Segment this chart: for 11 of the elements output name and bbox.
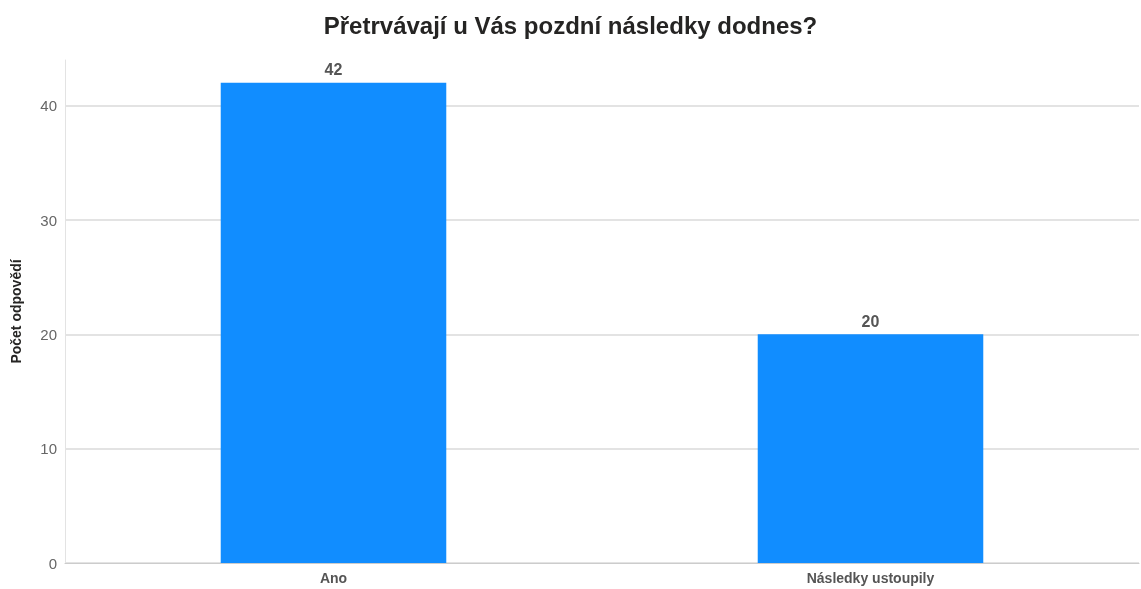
y-axis-title: Počet odpovědí [8, 258, 24, 364]
y-tick-label: 10 [40, 440, 57, 458]
y-tick-label: 40 [40, 97, 57, 115]
x-tick-label: Následky ustoupily [806, 570, 935, 586]
x-tick-label: Ano [319, 570, 348, 586]
data-label: 20 [861, 312, 880, 330]
chart-title: Přetrvávají u Vás pozdní následky dodnes? [323, 11, 818, 39]
data-label: 42 [324, 61, 343, 79]
y-tick-label: 30 [40, 211, 57, 229]
y-tick-label: 0 [48, 554, 57, 572]
y-tick-label: 20 [40, 325, 57, 343]
